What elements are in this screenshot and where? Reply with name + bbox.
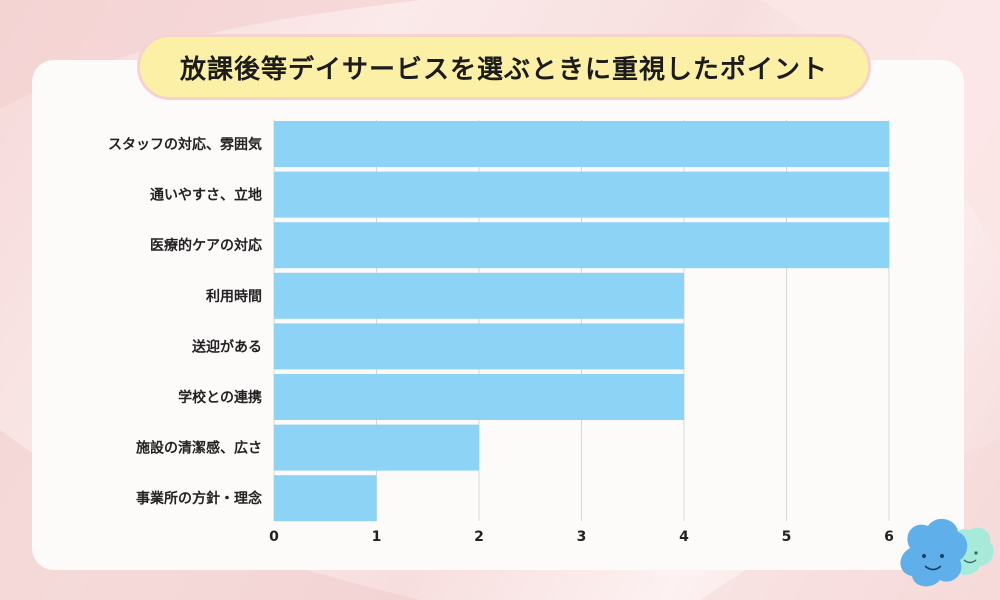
chart-title: 放課後等デイサービスを選ぶときに重視したポイント <box>137 34 871 100</box>
category-labels: スタッフの対応、雰囲気通いやすさ、立地医療的ケアの対応利用時間送迎がある学校との… <box>108 136 263 507</box>
category-label: 事業所の方針・理念 <box>136 490 263 507</box>
x-tick-label: 1 <box>372 529 382 545</box>
x-tick-label: 2 <box>474 529 484 545</box>
category-label: 学校との連携 <box>178 389 262 406</box>
bar <box>274 171 889 218</box>
bars <box>274 121 889 522</box>
bar <box>274 272 684 319</box>
category-label: スタッフの対応、雰囲気 <box>108 136 262 153</box>
category-label: 利用時間 <box>206 288 262 305</box>
bar <box>274 424 479 471</box>
category-label: 施設の清潔感、広さ <box>136 440 262 457</box>
x-tick-label: 4 <box>679 529 689 545</box>
bar <box>274 222 889 269</box>
category-label: 通いやすさ、立地 <box>150 187 262 204</box>
x-tick-label: 6 <box>884 529 894 545</box>
category-label: 医療的ケアの対応 <box>150 237 262 254</box>
x-tick-label: 3 <box>577 529 587 545</box>
x-tick-label: 0 <box>269 529 279 545</box>
bar <box>274 374 684 420</box>
bar <box>274 121 889 167</box>
category-label: 送迎がある <box>191 338 262 355</box>
bar <box>274 323 684 370</box>
x-tick-labels: 0 1 2 3 4 5 6 <box>269 529 894 545</box>
x-tick-label: 5 <box>782 529 792 545</box>
bar <box>274 475 377 522</box>
